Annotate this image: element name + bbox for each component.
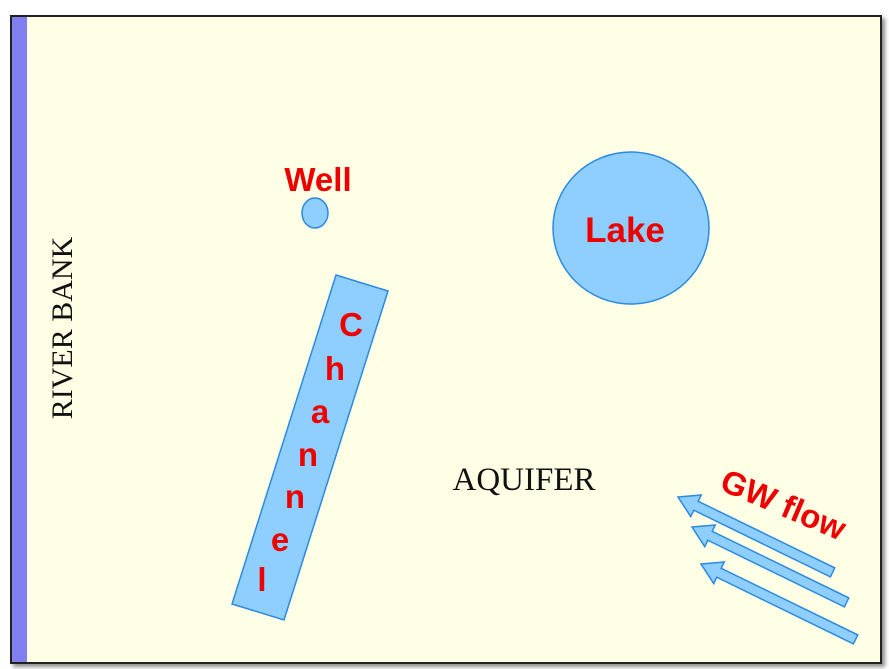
channel-letter: C — [339, 306, 363, 343]
channel-letter: a — [311, 393, 330, 430]
well-label: Well — [284, 161, 351, 198]
gw-flow-arrow — [690, 524, 850, 608]
channel-letter: n — [298, 436, 318, 473]
gw-flow-arrow — [699, 561, 859, 645]
lake-circle — [552, 151, 710, 305]
gw-flow-arrow — [676, 494, 836, 578]
channel-letter: e — [271, 521, 289, 558]
channel-letter: n — [285, 478, 305, 515]
diagram-frame — [10, 15, 882, 664]
channel-shape — [231, 274, 389, 621]
gw-flow-label: GW flow — [716, 462, 852, 548]
channel-letter: h — [325, 350, 345, 387]
river-bank-strip — [12, 17, 27, 662]
river-bank-label: RIVER BANK — [46, 236, 79, 419]
lake-label: Lake — [585, 211, 665, 250]
aquifer-label: AQUIFER — [452, 462, 595, 498]
gw-flow-arrows — [676, 494, 859, 645]
channel-letter: l — [257, 561, 266, 598]
well-circle — [301, 197, 329, 229]
